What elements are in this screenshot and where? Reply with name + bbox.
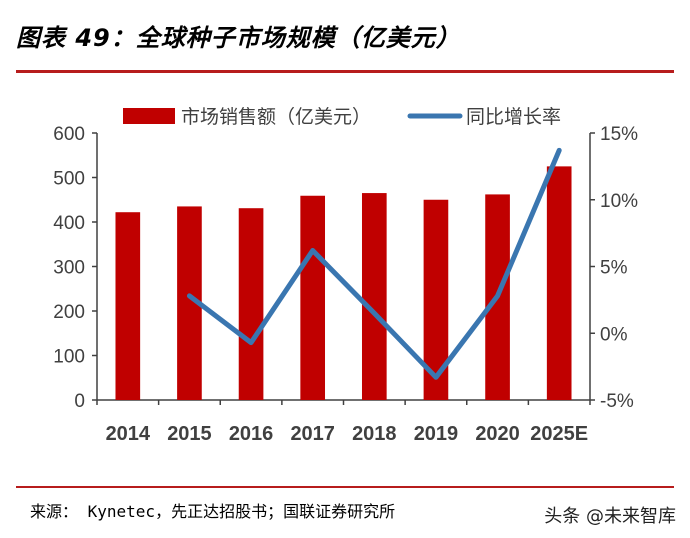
bar-2017 — [300, 195, 326, 400]
bar-2014 — [115, 212, 141, 400]
source-note: 来源： Kynetec，先正达招股书；国联证券研究所 — [30, 502, 396, 521]
right-tick-label: 5% — [600, 258, 628, 279]
bar-2018 — [361, 193, 387, 400]
legend-line-label: 同比增长率 — [466, 106, 561, 128]
right-tick-label: 10% — [600, 191, 638, 212]
x-tick-label: 2017 — [290, 423, 335, 445]
source-rule — [16, 486, 674, 488]
left-tick-label: 600 — [53, 124, 85, 145]
x-tick-label: 2020 — [475, 423, 520, 445]
x-tick-label: 2025E — [530, 423, 588, 445]
x-tick-label: 2015 — [167, 423, 212, 445]
title-rule — [16, 70, 674, 73]
left-tick-label: 0 — [74, 391, 85, 412]
bar-2016 — [238, 208, 264, 400]
left-tick-label: 400 — [53, 213, 85, 234]
left-tick-label: 500 — [53, 169, 85, 190]
legend-bar-label: 市场销售额（亿美元） — [181, 106, 371, 128]
bar-2025E — [546, 166, 572, 400]
left-tick-label: 200 — [53, 302, 85, 323]
right-tick-label: 15% — [600, 124, 638, 145]
legend-bar-swatch — [123, 108, 175, 124]
right-tick-label: -5% — [600, 391, 634, 412]
x-tick-label: 2016 — [229, 423, 274, 445]
left-tick-label: 300 — [53, 258, 85, 279]
x-tick-label: 2014 — [106, 423, 151, 445]
watermark: 头条 @未来智库 — [544, 506, 676, 527]
left-tick-label: 100 — [53, 347, 85, 368]
right-tick-label: 0% — [600, 324, 628, 345]
x-tick-label: 2019 — [414, 423, 459, 445]
x-tick-label: 2018 — [352, 423, 397, 445]
figure-title: 图表 49：全球种子市场规模（亿美元） — [16, 24, 461, 52]
